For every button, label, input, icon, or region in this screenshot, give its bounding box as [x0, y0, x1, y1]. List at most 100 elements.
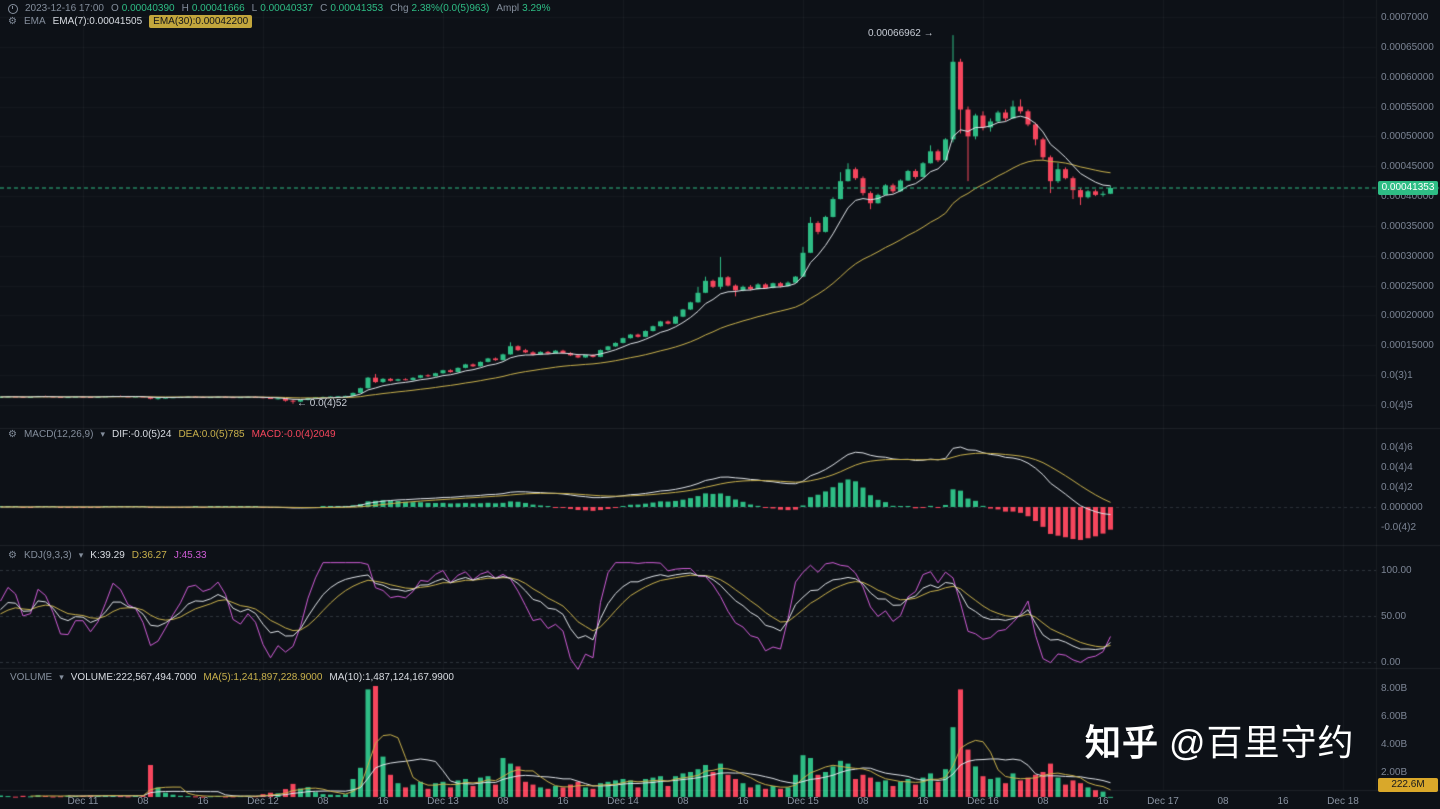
volume-value: VOLUME:222,567,494.7000	[70, 672, 197, 683]
kdj-dropdown-icon[interactable]: ▾	[78, 550, 84, 560]
time-axis-label: 08	[497, 796, 509, 807]
low-value: 0.00040337	[260, 3, 314, 14]
close-label: C	[320, 3, 328, 14]
time-axis-label: 16	[557, 796, 569, 807]
time-axis-label: Dec 15	[787, 796, 819, 807]
low-label: L	[251, 3, 258, 14]
kdj-settings-icon[interactable]: ⚙	[8, 550, 17, 561]
time-axis-label: Dec 18	[1327, 796, 1359, 807]
ema-bar: ⚙ EMA EMA(7):0.00041505 EMA(30):0.000422…	[8, 15, 253, 28]
watermark-handle: @百里守约	[1169, 722, 1355, 763]
time-axis-label: Dec 17	[1147, 796, 1179, 807]
high-price-annotation: 0.00066962 →	[868, 28, 934, 39]
price-axis-label: 0.00020000	[1381, 310, 1434, 321]
open-pair: O 0.00040390	[111, 3, 175, 14]
change-pair: Chg 2.38%(0.0(5)963)	[390, 3, 489, 14]
macd-axis-label: 0.0(4)4	[1381, 462, 1413, 473]
candle-datetime: 2023-12-16 17:00	[25, 3, 104, 14]
price-axis-label: 0.00035000	[1381, 221, 1434, 232]
price-axis-label: 0.00055000	[1381, 102, 1434, 113]
ohlc-bar: 2023-12-16 17:00 O 0.00040390 H 0.00041666…	[8, 3, 551, 14]
last-price-badge: 0.00041353	[1378, 181, 1438, 195]
price-axis-label: 0.00015000	[1381, 340, 1434, 351]
price-axis-label: 0.00040000	[1381, 191, 1434, 202]
time-axis-label: 16	[1277, 796, 1289, 807]
price-axis-label: 0.00065000	[1381, 42, 1434, 53]
time-axis-label: Dec 11	[67, 796, 99, 807]
volume-ma5-value: MA(5):1,241,897,228.9000	[203, 672, 323, 683]
amplitude-value: 3.29%	[522, 3, 551, 14]
watermark: 知乎 @百里守约	[1085, 714, 1355, 766]
volume-axis-label: 6.00B	[1381, 711, 1408, 722]
volume-axis-label: 8.00B	[1381, 683, 1408, 694]
open-label: O	[110, 3, 119, 14]
clock-icon	[8, 3, 18, 14]
kdj-axis-label: 50.00	[1381, 611, 1407, 622]
close-pair: C 0.00041353	[320, 3, 383, 14]
volume-axis-label: 4.00B	[1381, 739, 1408, 750]
time-axis-label: 08	[1037, 796, 1049, 807]
open-value: 0.00040390	[121, 3, 175, 14]
price-axis-label: 0.0(3)1	[1381, 370, 1413, 381]
last-volume-badge: 222.6M	[1378, 778, 1438, 792]
macd-hist-value: MACD:-0.0(4)2049	[251, 429, 336, 440]
macd-header: ⚙ MACD(12,26,9) ▾ DIF:-0.0(5)24 DEA:0.0(…	[8, 429, 336, 440]
price-axis-label: 0.00030000	[1381, 251, 1434, 262]
macd-settings-icon[interactable]: ⚙	[8, 429, 17, 440]
kdj-title[interactable]: KDJ(9,3,3)	[23, 550, 72, 561]
price-axis-label: 0.00060000	[1381, 72, 1434, 83]
price-axis-label: 0.00050000	[1381, 131, 1434, 142]
time-axis-label: 16	[917, 796, 929, 807]
time-axis-label: Dec 12	[247, 796, 279, 807]
volume-ma10-value: MA(10):1,487,124,167.9900	[329, 672, 454, 683]
watermark-logo: 知乎	[1085, 722, 1160, 763]
macd-dropdown-icon[interactable]: ▾	[100, 429, 105, 439]
macd-axis-label: -0.0(4)2	[1381, 522, 1417, 533]
price-axis-label: 0.00025000	[1381, 281, 1434, 292]
change-value: 2.38%(0.0(5)963)	[411, 3, 490, 14]
time-axis-label: 08	[317, 796, 329, 807]
macd-dea-value: DEA:0.0(5)785	[178, 429, 245, 440]
ema-settings-icon[interactable]: ⚙	[8, 16, 17, 27]
time-axis-label: 08	[677, 796, 689, 807]
ema7-value: EMA(7):0.00041505	[52, 16, 143, 27]
kdj-header: ⚙ KDJ(9,3,3) ▾ K:39.29 D:36.27 J:45.33	[8, 550, 207, 561]
time-axis-label: Dec 13	[427, 796, 459, 807]
macd-axis-label: 0.0(4)2	[1381, 482, 1413, 493]
volume-axis-label: 2.00B	[1381, 767, 1408, 778]
macd-title[interactable]: MACD(12,26,9)	[23, 429, 94, 440]
time-axis-label: Dec 16	[967, 796, 999, 807]
high-label: H	[181, 3, 189, 14]
ema30-value[interactable]: EMA(30):0.00042200	[149, 15, 253, 28]
kdj-axis-label: 100.00	[1381, 565, 1412, 576]
kdj-j-value: J:45.33	[173, 550, 207, 561]
kdj-d-value: D:36.27	[131, 550, 167, 561]
amplitude-pair: Ampl 3.29%	[496, 3, 550, 14]
high-pair: H 0.00041666	[182, 3, 245, 14]
macd-dif-value: DIF:-0.0(5)24	[111, 429, 172, 440]
macd-axis-label: 0.000000	[1381, 502, 1423, 513]
macd-axis-label: 0.0(4)6	[1381, 442, 1413, 453]
low-price-annotation: ← 0.0(4)52	[297, 398, 348, 409]
ema-title[interactable]: EMA	[23, 16, 46, 27]
kdj-k-value: K:39.29	[90, 550, 125, 561]
price-axis-label: 0.0(4)5	[1381, 400, 1413, 411]
price-axis-label: 0.00045000	[1381, 161, 1434, 172]
kdj-axis-label: 0.00	[1381, 657, 1401, 668]
close-value: 0.00041353	[330, 3, 384, 14]
volume-header: VOLUME ▾ VOLUME:222,567,494.7000 MA(5):1…	[10, 672, 454, 683]
time-axis-label: 16	[1097, 796, 1109, 807]
price-axis-label: 0.0007000	[1381, 12, 1429, 23]
time-axis-label: 16	[197, 796, 209, 807]
high-value: 0.00041666	[191, 3, 245, 14]
time-axis-label: 08	[137, 796, 149, 807]
time-axis-label: 08	[1217, 796, 1229, 807]
time-axis-label: Dec 14	[607, 796, 639, 807]
change-label: Chg	[390, 3, 409, 14]
time-axis-label: 16	[737, 796, 749, 807]
volume-dropdown-icon[interactable]: ▾	[59, 672, 64, 682]
time-axis-label: 16	[377, 796, 389, 807]
volume-title[interactable]: VOLUME	[10, 672, 53, 683]
